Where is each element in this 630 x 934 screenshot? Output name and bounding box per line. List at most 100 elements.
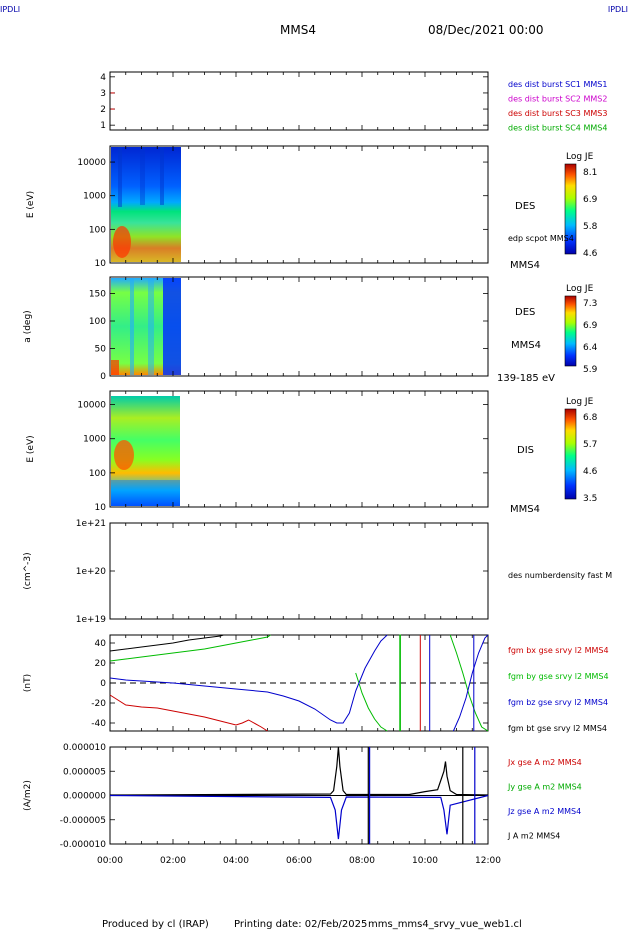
- current-legend-entry: J A m2 MMS4: [507, 832, 560, 841]
- des-energy-colorbar-title: Log JE: [566, 152, 594, 162]
- des-energy-spectrogram: [111, 147, 181, 262]
- des-energy-colorbar-tick: 5.8: [583, 222, 598, 232]
- des-energy-colorbar-tick: 6.9: [583, 195, 598, 205]
- bfield-series-line: [399, 634, 401, 731]
- bfield-y-tick-label: -40: [91, 719, 106, 729]
- des-energy-side-note: edp scpot MMS4: [508, 234, 574, 243]
- current-y-tick-label: -0.000010: [60, 840, 106, 850]
- dis-energy-spectrogram: [111, 396, 180, 506]
- des-pitch-colorbar-tick: 6.9: [583, 321, 598, 331]
- bfield-axis-label: (nT): [23, 674, 33, 692]
- time-tick-label: 08:00: [349, 856, 375, 866]
- des-pitch-colorbar-title: Log JE: [566, 284, 594, 294]
- bfield-legend-entry: fgm bx gse srvy l2 MMS4: [508, 646, 609, 655]
- des-pitch-colorbar-tick: 7.3: [583, 299, 597, 309]
- time-tick-label: 04:00: [223, 856, 249, 866]
- current-y-tick-label: 0.000005: [63, 767, 106, 777]
- burst-y-tick-label: 2: [100, 105, 106, 115]
- dis-energy-instrument-label: DIS: [517, 445, 534, 456]
- bfield-series-line: [109, 634, 224, 652]
- colorbar-des-pitch: [564, 295, 577, 367]
- bfield-series-line: [355, 672, 388, 732]
- dis-energy-y-tick-label: 1000: [83, 435, 106, 445]
- bfield-series-line: [109, 694, 268, 732]
- time-tick-label: 02:00: [160, 856, 186, 866]
- dis-energy-y-tick-label: 100: [89, 469, 106, 479]
- burst-y-tick-label: 1: [100, 121, 106, 131]
- des-pitch-colorbar-tick: 6.4: [583, 343, 598, 353]
- des-pitch-spacecraft-label: MMS4: [511, 340, 541, 351]
- des-energy-spacecraft-label: MMS4: [510, 260, 540, 271]
- bfield-series-line: [355, 634, 388, 692]
- colorbar-des-energy: [564, 163, 577, 255]
- des-energy-axis-label: E (eV): [26, 191, 36, 218]
- density-panel-frame: [109, 522, 489, 620]
- dis-energy-colorbar-tick: 3.5: [583, 494, 597, 504]
- burst-y-tick-label: 4: [100, 73, 106, 83]
- density-legend-entry: des numberdensity fast M: [508, 571, 612, 580]
- des-energy-instrument-label: DES: [515, 201, 535, 212]
- des-energy-colorbar-tick: 4.6: [583, 249, 598, 259]
- dis-energy-y-tick-label: 10: [95, 503, 107, 513]
- bfield-series-line: [449, 634, 489, 732]
- density-axis-label: (cm^-3): [23, 552, 33, 589]
- colorbar-dis-energy: [564, 408, 577, 500]
- dis-energy-colorbar-tick: 5.7: [583, 440, 597, 450]
- current-y-tick-label: -0.000005: [60, 816, 106, 826]
- dis-energy-colorbar-tick: 4.6: [583, 467, 598, 477]
- density-y-tick-label: 1e+21: [76, 519, 106, 529]
- bfield-legend-entry: fgm bz gse srvy l2 MMS4: [508, 698, 608, 707]
- des-energy-y-tick-label: 10: [95, 259, 107, 269]
- density-y-tick-label: 1e+19: [76, 615, 107, 625]
- footer-produced-by: Produced by cl (IRAP): [102, 919, 209, 930]
- des-pitch-spectrogram: [111, 278, 181, 375]
- current-legend-entry: Jy gse A m2 MMS4: [507, 783, 582, 792]
- dis-energy-colorbar-title: Log JE: [566, 397, 594, 407]
- bfield-series-line: [109, 677, 357, 724]
- des-pitch-y-tick-label: 150: [89, 290, 106, 300]
- current-series-line: [109, 746, 489, 796]
- date-title: 08/Dec/2021 00:00: [428, 23, 544, 37]
- bfield-legend-entry: fgm bt gse srvy l2 MMS4: [508, 724, 607, 733]
- footer-printing-date: Printing date: 02/Feb/2025: [234, 919, 368, 930]
- time-tick-label: 10:00: [412, 856, 438, 866]
- time-tick-label: 00:00: [97, 856, 123, 866]
- des-energy-y-tick-label: 10000: [77, 158, 106, 168]
- bfield-y-tick-label: 40: [95, 639, 107, 649]
- burst-legend-entry: des dist burst SC1 MMS1: [508, 80, 607, 89]
- dis-energy-colorbar-tick: 6.8: [583, 413, 598, 423]
- time-tick-label: 06:00: [286, 856, 312, 866]
- des-pitch-energy-band: 139-185 eV: [497, 373, 555, 384]
- des-pitch-y-tick-label: 50: [95, 345, 107, 355]
- burst-legend-entry: des dist burst SC3 MMS3: [508, 109, 607, 118]
- des-pitch-y-tick-label: 0: [100, 372, 106, 382]
- dis-energy-spacecraft-label: MMS4: [510, 504, 540, 515]
- des-pitch-y-tick-label: 100: [89, 317, 106, 327]
- corner-label-left: IPDLI: [0, 5, 21, 14]
- bfield-legend-entry: fgm by gse srvy l2 MMS4: [508, 672, 609, 681]
- bfield-y-tick-label: 0: [100, 679, 106, 689]
- des-energy-y-tick-label: 100: [89, 225, 106, 235]
- bfield-series-line: [452, 634, 489, 732]
- des-pitch-colorbar-tick: 5.9: [583, 365, 598, 375]
- burst-legend-entry: des dist burst SC2 MMS2: [508, 95, 607, 104]
- corner-label-right: IPDLI: [607, 5, 628, 14]
- dis-energy-y-tick-label: 10000: [77, 401, 106, 411]
- burst-legend-entry: des dist burst SC4 MMS4: [508, 124, 607, 133]
- current-axis-label: (A/m2): [23, 780, 33, 811]
- bfield-series-line: [109, 634, 271, 662]
- bfield-y-tick-label: -20: [91, 699, 106, 709]
- des-pitch-instrument-label: DES: [515, 307, 535, 318]
- dis-energy-axis-label: E (eV): [26, 435, 36, 462]
- bfield-y-tick-label: 20: [95, 659, 107, 669]
- des-pitch-axis-label: a (deg): [23, 310, 33, 342]
- time-tick-label: 12:00: [475, 856, 501, 866]
- des-energy-colorbar-tick: 8.1: [583, 168, 597, 178]
- density-y-tick-label: 1e+20: [76, 567, 107, 577]
- current-y-tick-label: 0.000000: [63, 792, 106, 802]
- current-y-tick-label: 0.000010: [63, 743, 106, 753]
- current-legend-entry: Jz gse A m2 MMS4: [507, 807, 581, 816]
- current-series-line: [109, 794, 489, 840]
- spacecraft-title: MMS4: [280, 23, 316, 37]
